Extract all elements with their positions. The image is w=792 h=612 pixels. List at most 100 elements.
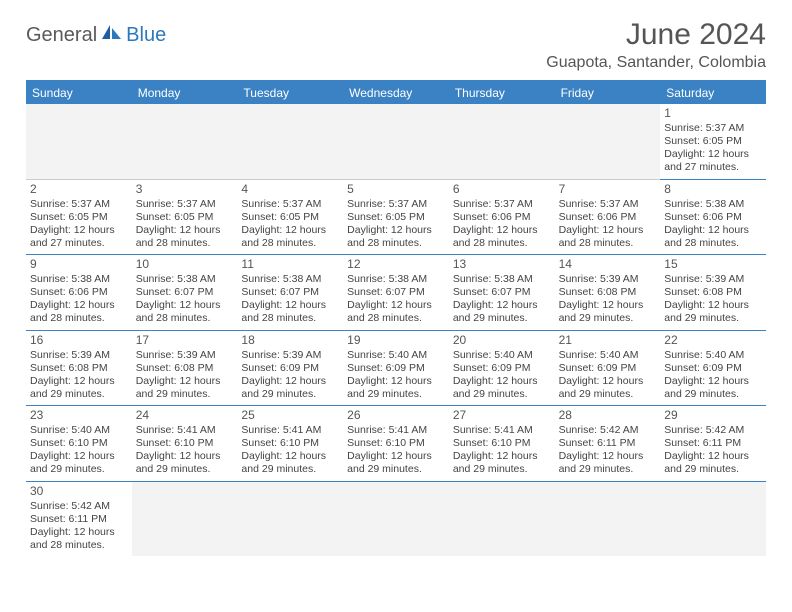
calendar-cell-empty	[660, 482, 766, 557]
day-header: Friday	[555, 82, 661, 104]
day-number: 27	[453, 408, 551, 423]
header: General Blue June 2024 Guapota, Santande…	[26, 18, 766, 72]
sail-icon	[101, 24, 123, 47]
calendar-cell: 1Sunrise: 5:37 AMSunset: 6:05 PMDaylight…	[660, 104, 766, 180]
sunset-line: Sunset: 6:11 PM	[664, 437, 762, 450]
sunset-line: Sunset: 6:05 PM	[241, 211, 339, 224]
day-header: Wednesday	[343, 82, 449, 104]
calendar-cell: 25Sunrise: 5:41 AMSunset: 6:10 PMDayligh…	[237, 406, 343, 482]
calendar-cell: 13Sunrise: 5:38 AMSunset: 6:07 PMDayligh…	[449, 255, 555, 331]
sunset-line: Sunset: 6:11 PM	[30, 513, 128, 526]
day-number: 15	[664, 257, 762, 272]
sunrise-line: Sunrise: 5:37 AM	[664, 122, 762, 135]
day-number: 6	[453, 182, 551, 197]
daylight-line: Daylight: 12 hours and 29 minutes.	[559, 375, 657, 401]
daylight-line: Daylight: 12 hours and 29 minutes.	[347, 375, 445, 401]
sunrise-line: Sunrise: 5:38 AM	[453, 273, 551, 286]
sunset-line: Sunset: 6:05 PM	[136, 211, 234, 224]
calendar-cell-empty	[132, 104, 238, 180]
day-header: Tuesday	[237, 82, 343, 104]
calendar-cell: 4Sunrise: 5:37 AMSunset: 6:05 PMDaylight…	[237, 180, 343, 256]
daylight-line: Daylight: 12 hours and 28 minutes.	[559, 224, 657, 250]
day-number: 4	[241, 182, 339, 197]
daylight-line: Daylight: 12 hours and 28 minutes.	[30, 526, 128, 552]
sunrise-line: Sunrise: 5:37 AM	[30, 198, 128, 211]
sunset-line: Sunset: 6:06 PM	[664, 211, 762, 224]
sunrise-line: Sunrise: 5:38 AM	[30, 273, 128, 286]
sunrise-line: Sunrise: 5:42 AM	[664, 424, 762, 437]
sunset-line: Sunset: 6:09 PM	[453, 362, 551, 375]
sunset-line: Sunset: 6:09 PM	[241, 362, 339, 375]
day-number: 1	[664, 106, 762, 121]
day-number: 9	[30, 257, 128, 272]
sunset-line: Sunset: 6:07 PM	[241, 286, 339, 299]
day-number: 29	[664, 408, 762, 423]
calendar-cell-empty	[237, 104, 343, 180]
calendar-cell-empty	[555, 482, 661, 557]
calendar-cell: 9Sunrise: 5:38 AMSunset: 6:06 PMDaylight…	[26, 255, 132, 331]
day-number: 13	[453, 257, 551, 272]
location-subtitle: Guapota, Santander, Colombia	[546, 54, 766, 72]
sunrise-line: Sunrise: 5:40 AM	[453, 349, 551, 362]
daylight-line: Daylight: 12 hours and 27 minutes.	[664, 148, 762, 174]
brand-part1: General	[26, 24, 97, 47]
day-number: 3	[136, 182, 234, 197]
calendar-cell: 8Sunrise: 5:38 AMSunset: 6:06 PMDaylight…	[660, 180, 766, 256]
sunrise-line: Sunrise: 5:41 AM	[347, 424, 445, 437]
day-header: Monday	[132, 82, 238, 104]
daylight-line: Daylight: 12 hours and 29 minutes.	[347, 450, 445, 476]
sunset-line: Sunset: 6:08 PM	[559, 286, 657, 299]
day-header: Thursday	[449, 82, 555, 104]
sunrise-line: Sunrise: 5:37 AM	[347, 198, 445, 211]
day-number: 23	[30, 408, 128, 423]
sunrise-line: Sunrise: 5:39 AM	[559, 273, 657, 286]
sunrise-line: Sunrise: 5:42 AM	[559, 424, 657, 437]
calendar-cell: 21Sunrise: 5:40 AMSunset: 6:09 PMDayligh…	[555, 331, 661, 407]
sunrise-line: Sunrise: 5:37 AM	[559, 198, 657, 211]
sunset-line: Sunset: 6:10 PM	[347, 437, 445, 450]
daylight-line: Daylight: 12 hours and 29 minutes.	[241, 375, 339, 401]
daylight-line: Daylight: 12 hours and 29 minutes.	[664, 375, 762, 401]
sunrise-line: Sunrise: 5:37 AM	[241, 198, 339, 211]
day-number: 14	[559, 257, 657, 272]
calendar-cell-empty	[237, 482, 343, 557]
daylight-line: Daylight: 12 hours and 28 minutes.	[453, 224, 551, 250]
brand-logo: General Blue	[26, 24, 166, 47]
calendar-cell-empty	[343, 104, 449, 180]
sunrise-line: Sunrise: 5:42 AM	[30, 500, 128, 513]
day-number: 2	[30, 182, 128, 197]
calendar-cell: 16Sunrise: 5:39 AMSunset: 6:08 PMDayligh…	[26, 331, 132, 407]
sunset-line: Sunset: 6:07 PM	[347, 286, 445, 299]
calendar-cell: 29Sunrise: 5:42 AMSunset: 6:11 PMDayligh…	[660, 406, 766, 482]
sunrise-line: Sunrise: 5:41 AM	[136, 424, 234, 437]
calendar-cell: 19Sunrise: 5:40 AMSunset: 6:09 PMDayligh…	[343, 331, 449, 407]
daylight-line: Daylight: 12 hours and 29 minutes.	[453, 450, 551, 476]
calendar-cell: 3Sunrise: 5:37 AMSunset: 6:05 PMDaylight…	[132, 180, 238, 256]
sunset-line: Sunset: 6:09 PM	[347, 362, 445, 375]
sunset-line: Sunset: 6:05 PM	[347, 211, 445, 224]
calendar-cell: 30Sunrise: 5:42 AMSunset: 6:11 PMDayligh…	[26, 482, 132, 557]
calendar-cell: 24Sunrise: 5:41 AMSunset: 6:10 PMDayligh…	[132, 406, 238, 482]
calendar-cell: 2Sunrise: 5:37 AMSunset: 6:05 PMDaylight…	[26, 180, 132, 256]
sunset-line: Sunset: 6:10 PM	[30, 437, 128, 450]
day-number: 30	[30, 484, 128, 499]
sunrise-line: Sunrise: 5:39 AM	[136, 349, 234, 362]
calendar-cell: 18Sunrise: 5:39 AMSunset: 6:09 PMDayligh…	[237, 331, 343, 407]
calendar-cell: 20Sunrise: 5:40 AMSunset: 6:09 PMDayligh…	[449, 331, 555, 407]
daylight-line: Daylight: 12 hours and 29 minutes.	[664, 299, 762, 325]
day-number: 5	[347, 182, 445, 197]
sunrise-line: Sunrise: 5:39 AM	[664, 273, 762, 286]
daylight-line: Daylight: 12 hours and 28 minutes.	[241, 299, 339, 325]
daylight-line: Daylight: 12 hours and 29 minutes.	[30, 375, 128, 401]
sunset-line: Sunset: 6:10 PM	[453, 437, 551, 450]
sunrise-line: Sunrise: 5:39 AM	[241, 349, 339, 362]
daylight-line: Daylight: 12 hours and 29 minutes.	[664, 450, 762, 476]
day-number: 18	[241, 333, 339, 348]
sunset-line: Sunset: 6:08 PM	[136, 362, 234, 375]
day-number: 24	[136, 408, 234, 423]
calendar-cell: 7Sunrise: 5:37 AMSunset: 6:06 PMDaylight…	[555, 180, 661, 256]
sunrise-line: Sunrise: 5:39 AM	[30, 349, 128, 362]
daylight-line: Daylight: 12 hours and 29 minutes.	[453, 375, 551, 401]
sunrise-line: Sunrise: 5:38 AM	[347, 273, 445, 286]
daylight-line: Daylight: 12 hours and 28 minutes.	[664, 224, 762, 250]
